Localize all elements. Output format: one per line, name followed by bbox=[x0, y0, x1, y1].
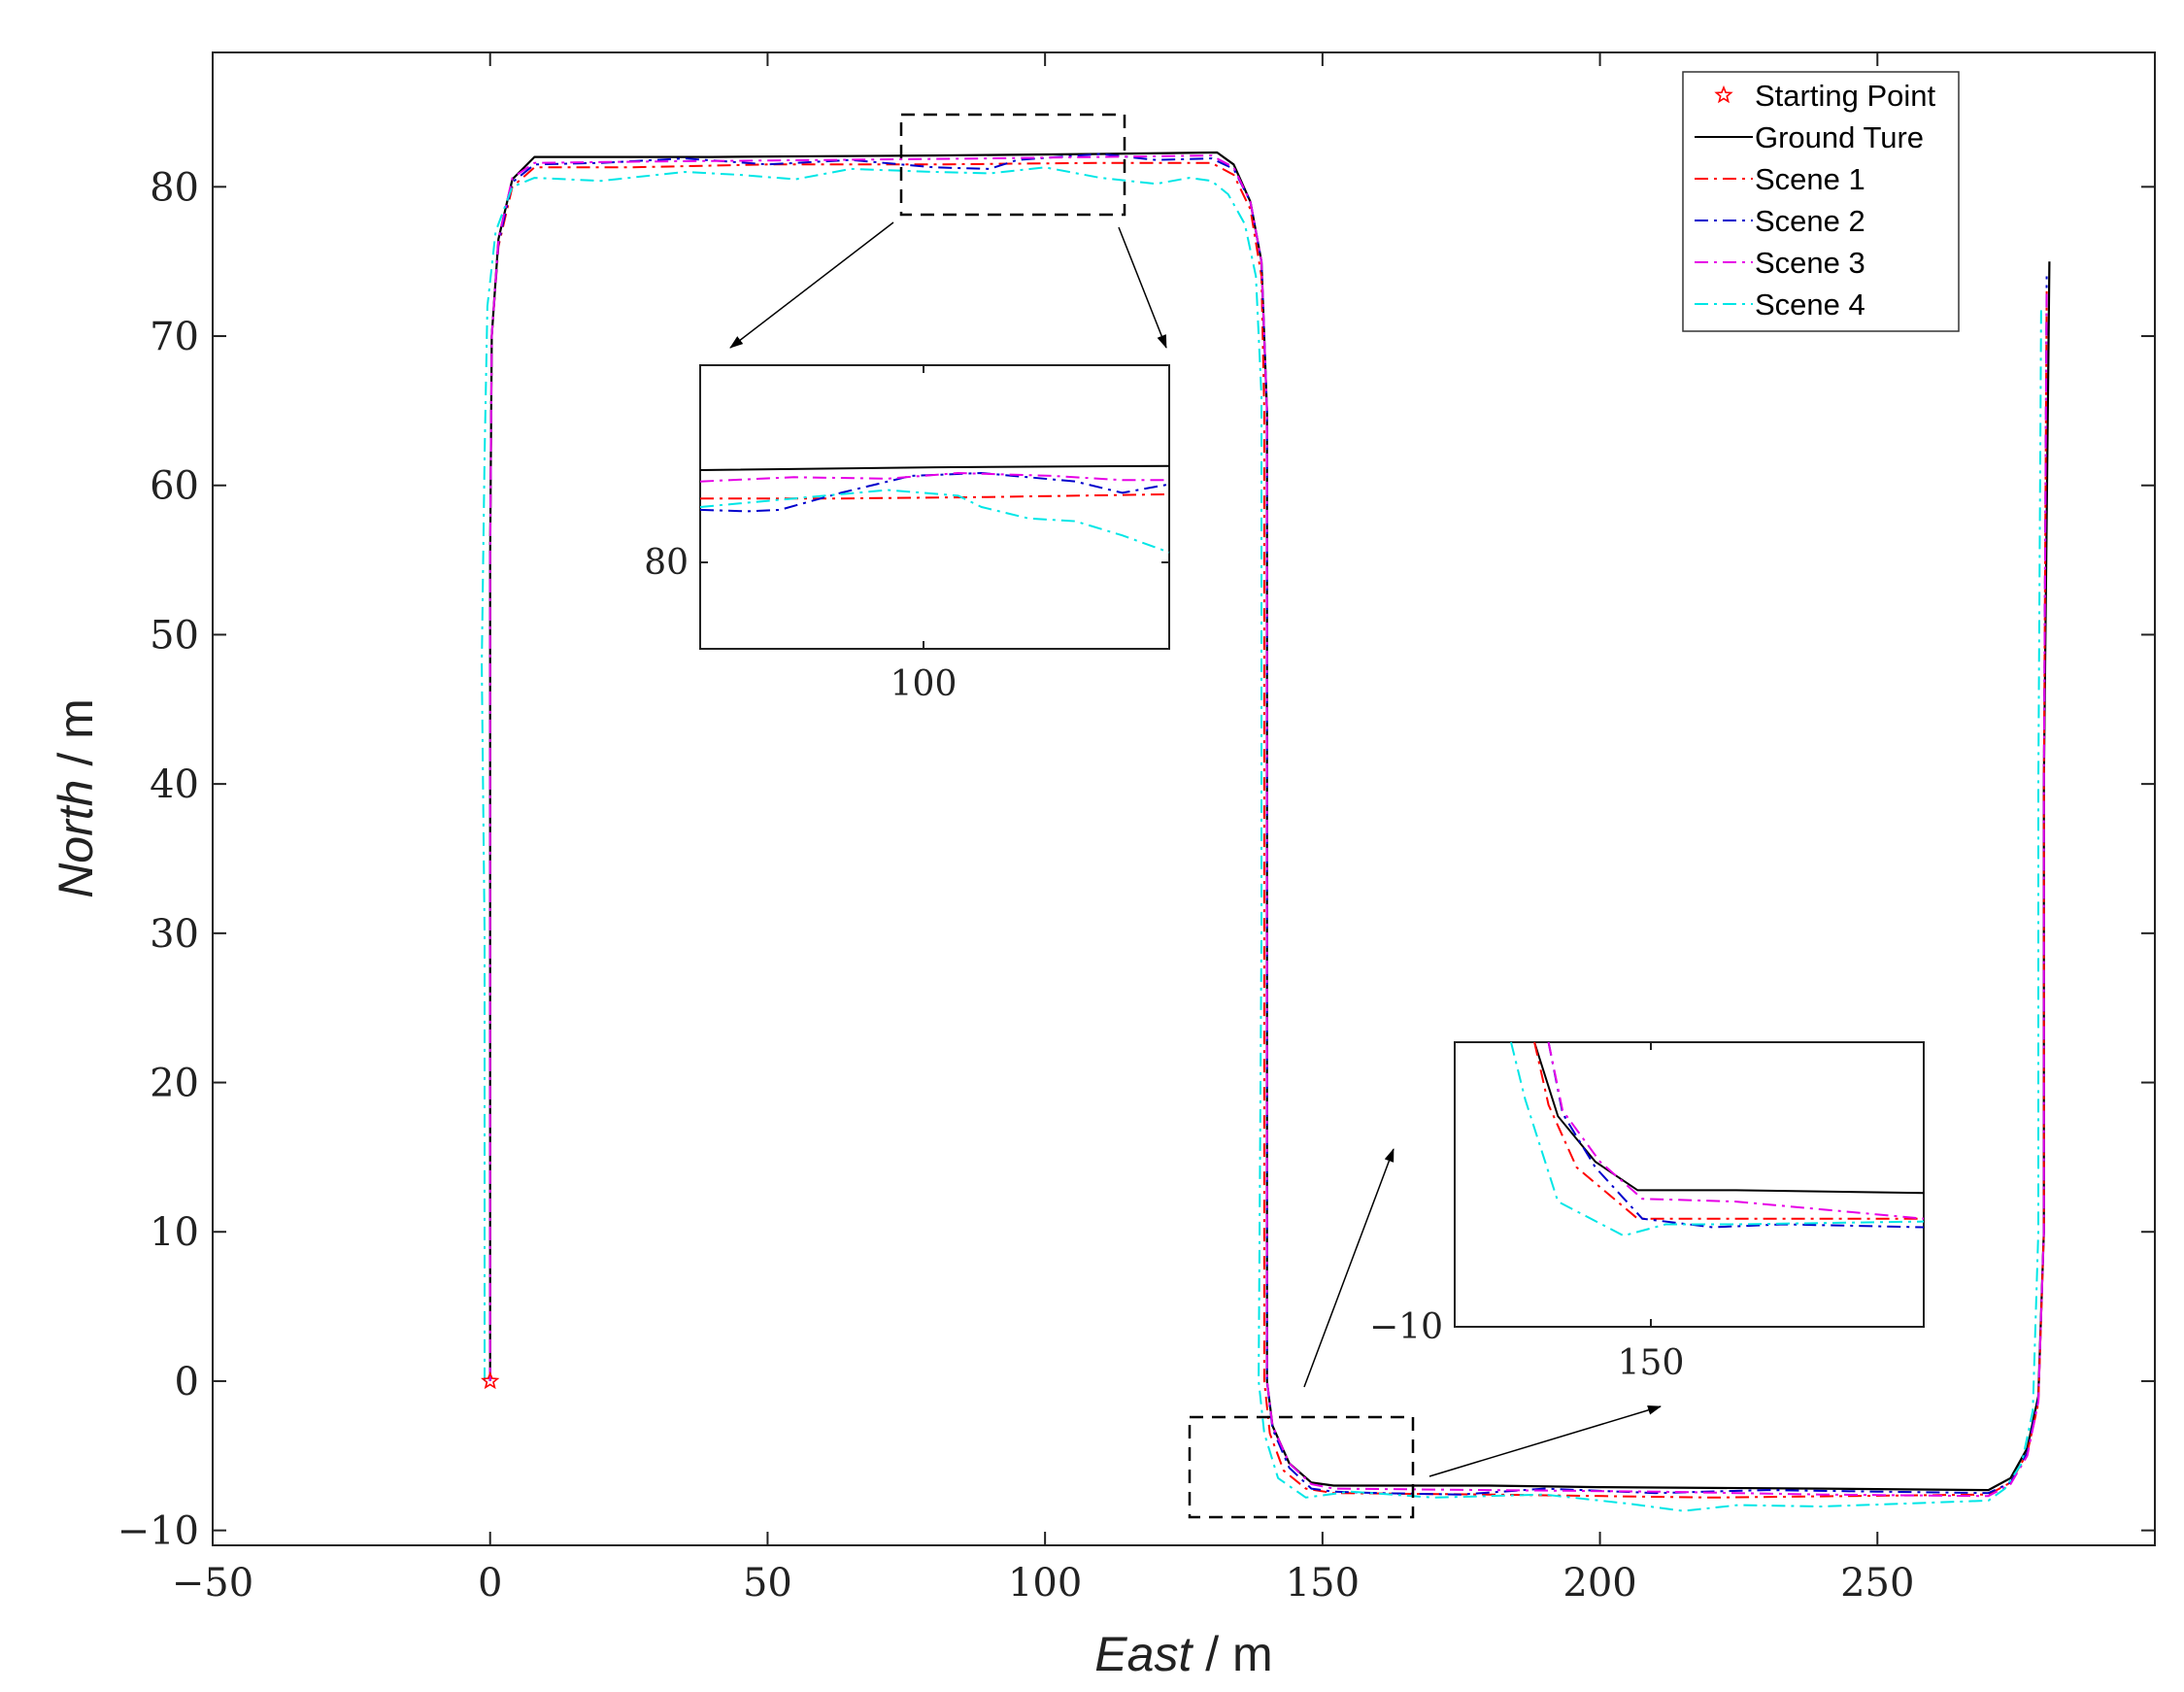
x-tick-label: 100 bbox=[1008, 1561, 1082, 1606]
y-tick-label: 70 bbox=[150, 315, 199, 359]
x-tick-label: 0 bbox=[478, 1561, 502, 1606]
starting-point-marker bbox=[481, 1371, 500, 1390]
arrow-top-right bbox=[1118, 226, 1167, 349]
inset-bottom: 150 −10 bbox=[1369, 1041, 1925, 1383]
y-tick-label: 80 bbox=[150, 165, 199, 210]
x-axis-label: East / m bbox=[1094, 1627, 1272, 1681]
inset-top-line-scene-3 bbox=[699, 471, 1169, 483]
inset-bottom-line-scene-4 bbox=[1510, 1041, 1925, 1237]
inset-top-line-scene-1 bbox=[700, 492, 1170, 500]
y-tick-label: 40 bbox=[150, 762, 199, 807]
y-tick-label: 0 bbox=[175, 1360, 199, 1404]
x-tick-label: 200 bbox=[1562, 1561, 1636, 1606]
x-tick-label: 250 bbox=[1840, 1561, 1914, 1606]
legend-label-scene-2: Scene 2 bbox=[1755, 204, 1865, 238]
series-line-scene-4 bbox=[481, 166, 2042, 1512]
y-tick-label: 60 bbox=[150, 464, 199, 509]
inset-bottom-ytick-label: −10 bbox=[1369, 1307, 1443, 1347]
x-axis-ticks: −50 0 50 100 150 200 250 bbox=[172, 52, 1914, 1606]
inset-top-xtick-label: 100 bbox=[890, 664, 958, 704]
inset-bottom-line-ground-ture bbox=[1533, 1041, 1925, 1195]
y-tick-label: 30 bbox=[150, 912, 199, 957]
series-line-scene-2 bbox=[488, 152, 2048, 1496]
legend-label-scene-3: Scene 3 bbox=[1755, 246, 1865, 280]
series-line-scene-1 bbox=[488, 161, 2048, 1499]
legend: Starting Point Ground Ture Scene 1 Scene 2 S… bbox=[1682, 71, 1960, 332]
inset-top-line-scene-2 bbox=[699, 471, 1170, 513]
legend-label-scene-4: Scene 4 bbox=[1755, 288, 1865, 321]
arrow-top-left bbox=[729, 221, 894, 349]
y-tick-label: 10 bbox=[150, 1210, 199, 1255]
inset-bottom-line-scene-3 bbox=[1547, 1041, 1925, 1220]
y-axis-ticks: −10 0 10 20 30 40 50 60 70 80 bbox=[118, 165, 2155, 1554]
inset-top: 100 80 bbox=[644, 364, 1170, 704]
arrow-bottom-right bbox=[1428, 1404, 1662, 1477]
arrow-bottom-up bbox=[1303, 1148, 1394, 1388]
inset-bottom-line-scene-1 bbox=[1533, 1041, 1924, 1220]
x-tick-label: −50 bbox=[172, 1561, 253, 1606]
x-tick-label: 50 bbox=[743, 1561, 792, 1606]
legend-label-ground-ture: Ground Ture bbox=[1755, 120, 1924, 154]
zoom-box-top bbox=[899, 113, 1126, 217]
inset-top-line-ground-ture bbox=[699, 464, 1170, 471]
legend-marker-starting-point bbox=[1714, 85, 1733, 104]
zoom-box-bottom bbox=[1188, 1415, 1415, 1519]
x-tick-label: 150 bbox=[1286, 1561, 1360, 1606]
y-tick-label: −10 bbox=[118, 1509, 199, 1554]
inset-top-ytick-label: 80 bbox=[644, 543, 689, 583]
y-tick-label: 20 bbox=[150, 1062, 199, 1106]
inset-top-line-scene-4 bbox=[699, 489, 1170, 554]
y-axis-label: North / m bbox=[49, 698, 103, 898]
starting-point-star bbox=[481, 1371, 500, 1390]
legend-label-starting-point: Starting Point bbox=[1755, 79, 1935, 113]
legend-label-scene-1: Scene 1 bbox=[1755, 162, 1865, 196]
inset-bottom-xtick-label: 150 bbox=[1618, 1343, 1685, 1383]
main-series-group bbox=[481, 151, 2051, 1512]
series-line-scene-3 bbox=[488, 154, 2048, 1498]
y-tick-label: 50 bbox=[150, 613, 199, 658]
